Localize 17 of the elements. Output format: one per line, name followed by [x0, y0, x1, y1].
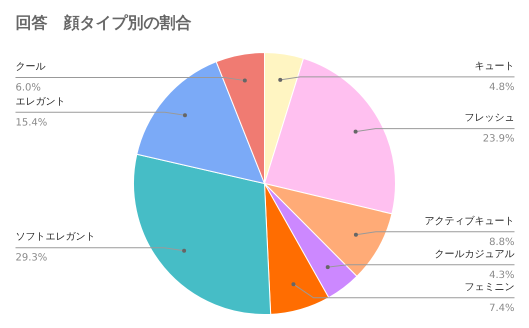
- slice-label: クールカジュアル: [434, 248, 514, 260]
- slice-label: キュート: [474, 60, 514, 72]
- data-label: 15.4%: [16, 117, 48, 128]
- slice-label: アクティブキュート: [424, 214, 514, 227]
- chart-title: 回答 顔タイプ別の割合: [16, 13, 192, 32]
- data-label: 29.3%: [16, 252, 48, 264]
- slice-label: エレガント: [16, 96, 66, 108]
- slice-label: クール: [16, 62, 46, 73]
- data-label: 7.4%: [489, 302, 514, 314]
- slice-label: フレッシュ: [464, 112, 514, 124]
- slice-label: フェミニン: [464, 282, 514, 293]
- data-label: 4.8%: [489, 82, 514, 93]
- slice-label: ソフトエレガント: [16, 232, 96, 243]
- data-label: 23.9%: [482, 134, 515, 145]
- data-label: 8.8%: [489, 236, 514, 248]
- data-label: 4.3%: [489, 270, 514, 281]
- data-label: 6.0%: [16, 82, 41, 94]
